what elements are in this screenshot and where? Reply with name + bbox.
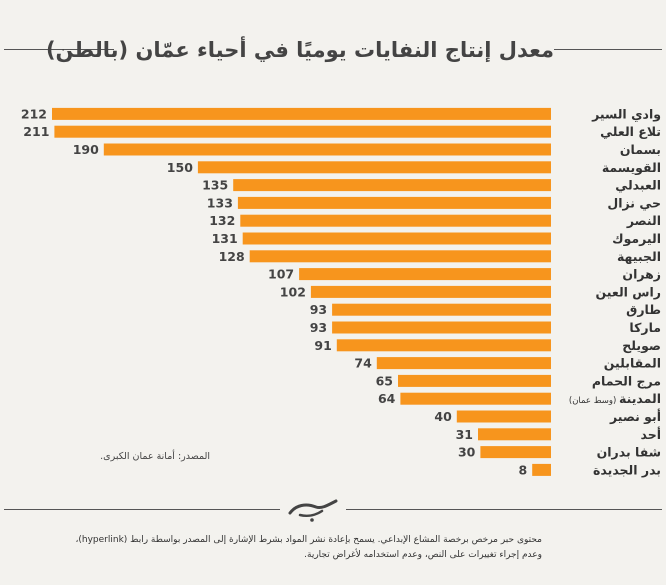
category-label-13: صويلح — [622, 338, 661, 353]
category-label-16: المدينة (وسط عمان) — [569, 391, 661, 406]
category-label-2: بسمان — [620, 142, 661, 157]
license-line-1: محتوى حبر مرخص برخصة المشاع الإبداعي. يس… — [75, 535, 542, 545]
license-line-2: وعدم إجراء تغييرات على النص، وعدم استخدا… — [304, 550, 542, 560]
category-label-0: وادي السير — [591, 106, 661, 121]
bar-6 — [240, 214, 552, 227]
bar-7 — [242, 232, 551, 245]
data-label-17: 40 — [434, 409, 452, 424]
category-label-4: العبدلي — [615, 178, 661, 193]
title-row: معدل إنتاج النفايات يوميًا في أحياء عمّا… — [0, 30, 666, 70]
data-label-14: 74 — [354, 356, 372, 371]
data-label-3: 150 — [167, 160, 193, 175]
data-label-20: 8 — [518, 462, 527, 477]
data-label-12: 93 — [310, 320, 327, 335]
bar-16 — [400, 392, 551, 405]
bar-4 — [233, 179, 551, 192]
category-label-5: حي نزال — [607, 195, 661, 210]
bar-18 — [478, 428, 551, 441]
title-divider-right — [554, 49, 662, 50]
data-label-0: 212 — [21, 106, 47, 121]
data-label-7: 131 — [212, 231, 238, 246]
data-label-18: 31 — [456, 427, 473, 442]
data-label-5: 133 — [207, 195, 233, 210]
bar-1 — [54, 125, 552, 138]
bar-2 — [103, 143, 552, 156]
category-label-11: طارق — [626, 302, 661, 317]
data-label-1: 211 — [23, 124, 49, 139]
data-label-10: 102 — [280, 284, 306, 299]
bar-chart: 212 وادي السير 211 تلاع العلي 190 بسمان 150 الق… — [21, 106, 661, 477]
data-label-2: 190 — [73, 142, 99, 157]
category-label-12: ماركا — [629, 320, 661, 335]
category-label-8: الجبيهة — [617, 249, 661, 264]
data-label-9: 107 — [268, 267, 294, 282]
data-label-19: 30 — [458, 445, 476, 460]
data-label-16: 64 — [378, 391, 396, 406]
data-label-6: 132 — [209, 213, 235, 228]
bar-11 — [332, 303, 551, 316]
data-label-15: 65 — [376, 373, 393, 388]
category-label-18: أحد — [640, 426, 661, 442]
category-label-1: تلاع العلي — [600, 124, 661, 139]
title-divider-left — [4, 49, 114, 50]
category-label-6: النصر — [626, 213, 661, 228]
bar-5 — [237, 196, 551, 209]
bar-17 — [456, 410, 551, 423]
license-footer: محتوى حبر مرخص برخصة المشاع الإبداعي. يس… — [75, 533, 542, 563]
bar-13 — [336, 339, 551, 352]
hiber-logo-icon — [288, 499, 338, 522]
bar-0 — [52, 107, 551, 120]
category-label-20: بدر الجديدة — [593, 462, 661, 477]
category-label-17: أبو نصير — [609, 408, 661, 424]
data-label-13: 91 — [314, 338, 331, 353]
bar-19 — [480, 446, 551, 459]
category-label-10: راس العين — [596, 284, 661, 299]
data-label-11: 93 — [310, 302, 327, 317]
category-label-3: القويسمة — [602, 160, 661, 175]
category-label-7: اليرموك — [612, 231, 661, 246]
source-note: المصدر: أمانة عمان الكبرى. — [100, 451, 210, 462]
bar-8 — [249, 250, 551, 263]
category-label-14: المقابلين — [604, 356, 661, 371]
bar-20 — [532, 463, 551, 476]
category-label-19: شفا بدران — [597, 445, 661, 460]
category-label-9: زهران — [622, 267, 661, 282]
footer-divider-right — [346, 509, 662, 510]
footer-divider-left — [4, 509, 280, 510]
bar-3 — [197, 161, 551, 174]
chart-title: معدل إنتاج النفايات يوميًا في أحياء عمّا… — [45, 38, 554, 62]
bar-10 — [310, 285, 551, 298]
bar-9 — [299, 268, 551, 281]
data-label-4: 135 — [202, 178, 228, 193]
bar-14 — [376, 357, 551, 370]
bar-12 — [332, 321, 551, 334]
data-label-8: 128 — [219, 249, 245, 264]
category-label-15: مرج الحمام — [592, 373, 661, 389]
bar-15 — [398, 374, 551, 387]
